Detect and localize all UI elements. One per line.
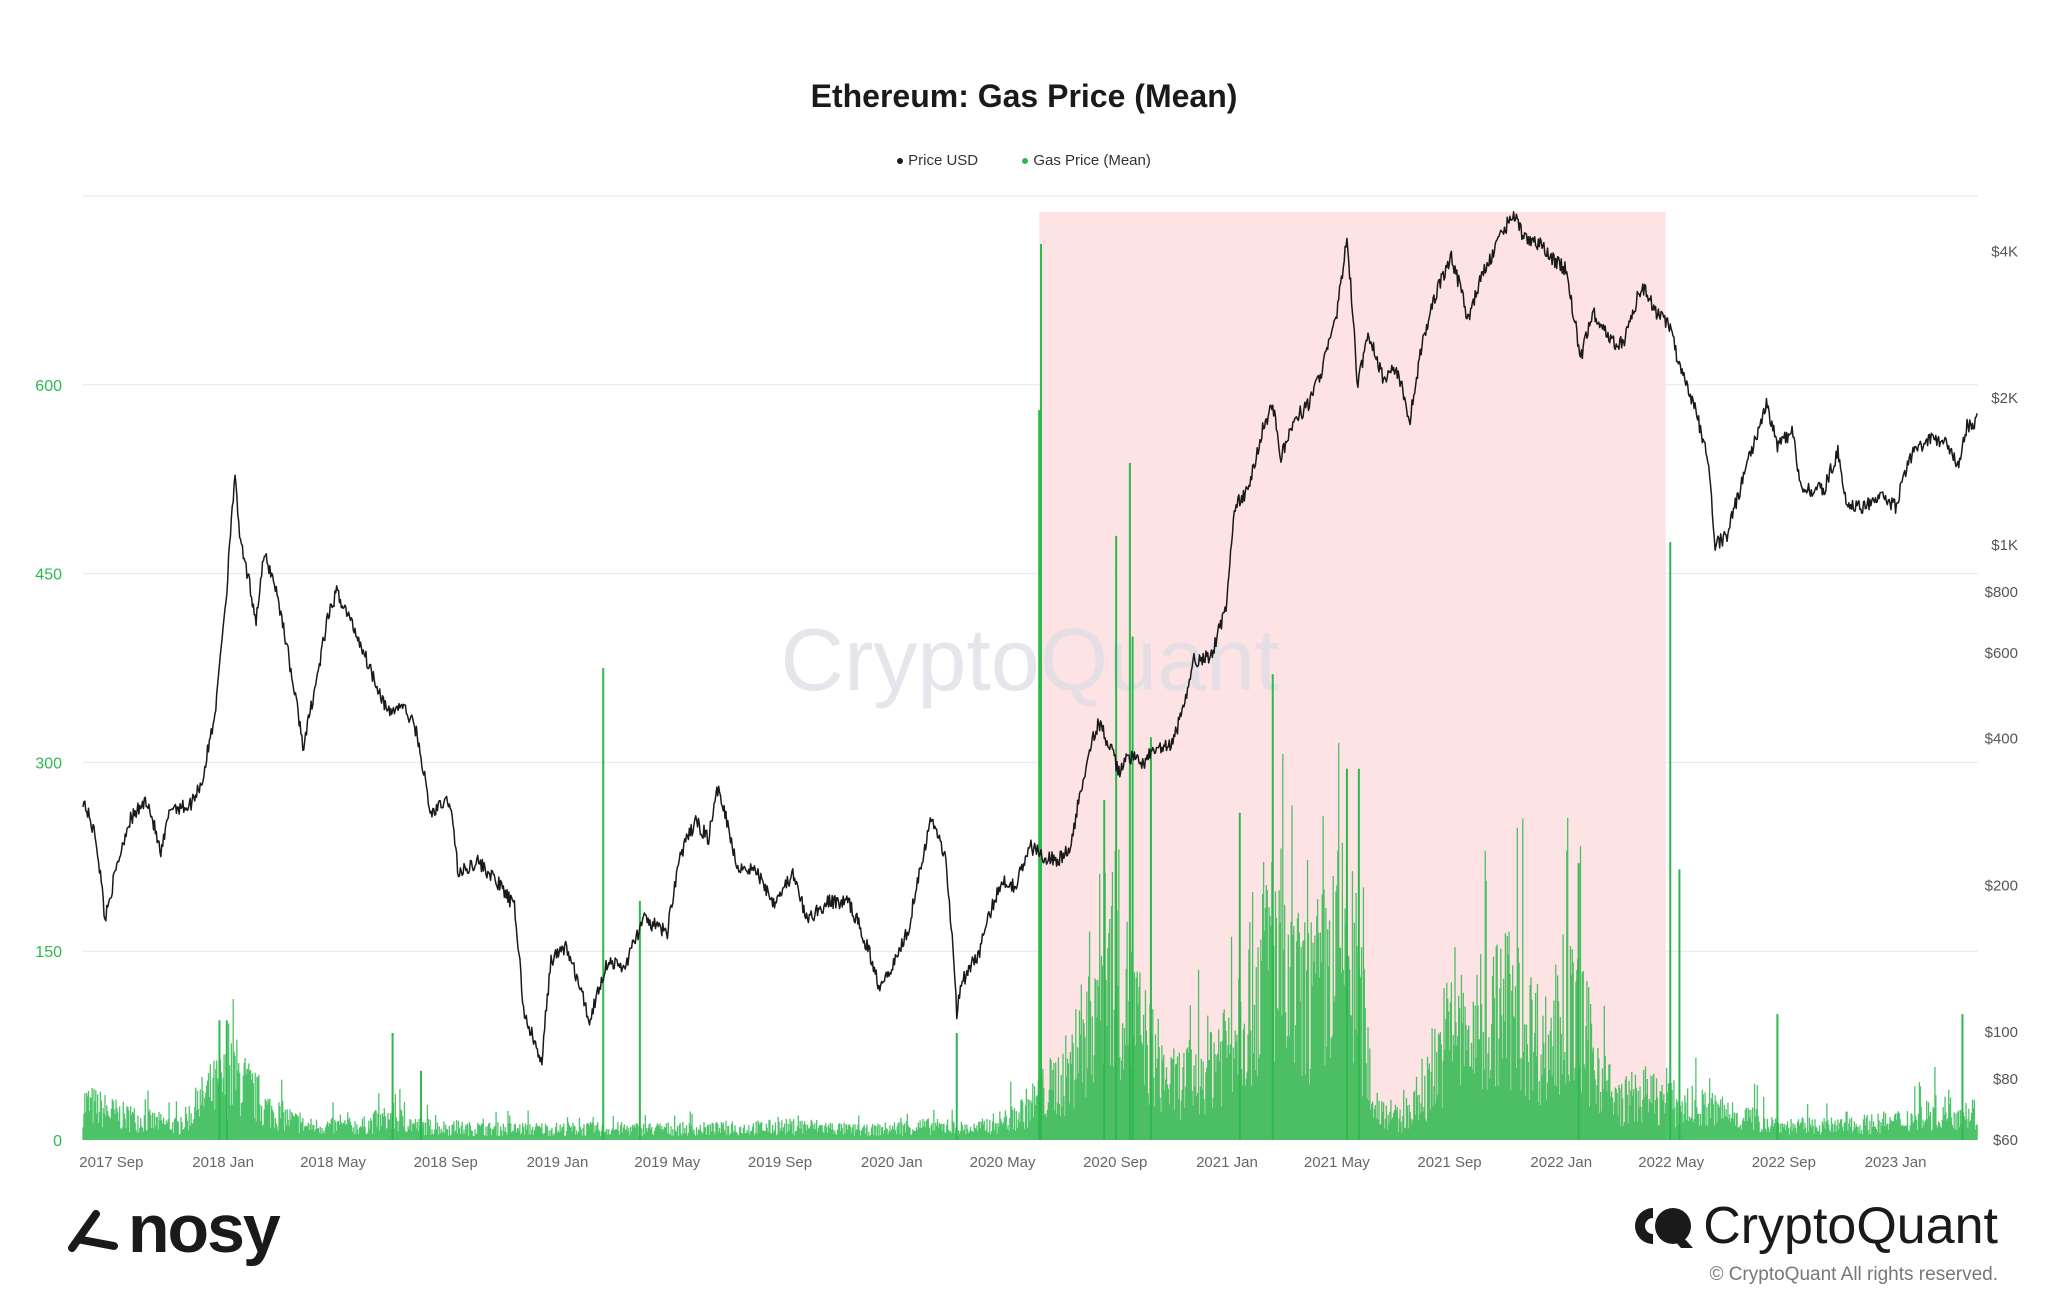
right-tick-label: $4K	[1991, 244, 2018, 261]
x-tick-label: 2023 Jan	[1865, 1154, 1927, 1171]
watermark-text: CryptoQuant	[781, 610, 1280, 709]
watermark-layer: CryptoQuant	[781, 610, 1280, 709]
left-tick-label: 600	[35, 378, 62, 395]
left-tick-label: 300	[35, 755, 62, 772]
x-tick-label: 2017 Sep	[79, 1154, 143, 1171]
nosy-logo: nosy	[68, 1191, 281, 1267]
x-tick-label: 2019 Jan	[527, 1154, 589, 1171]
left-tick-label: 150	[35, 944, 62, 961]
x-tick-label: 2020 Jan	[861, 1154, 923, 1171]
legend-item-price[interactable]: Price USD	[897, 152, 978, 169]
legend-dot-price	[897, 158, 904, 165]
price-usd-line	[82, 211, 1978, 1066]
right-tick-label: $400	[1985, 731, 2018, 748]
cryptoquant-logo: CryptoQuant	[1631, 1200, 1998, 1252]
right-tick-label: $60	[1993, 1132, 2018, 1149]
x-tick-label: 2018 Sep	[414, 1154, 478, 1171]
right-tick-label: $200	[1985, 877, 2018, 894]
right-tick-label: $2K	[1991, 390, 2018, 407]
x-tick-label: 2021 May	[1304, 1154, 1370, 1171]
cryptoquant-logo-text: CryptoQuant	[1703, 1197, 1998, 1255]
right-tick-label: $600	[1985, 645, 2018, 662]
gas-price-bars	[82, 742, 1978, 1140]
x-tick-label: 2022 Jan	[1530, 1154, 1592, 1171]
axis-labels-layer: 0 150 300 450 600 $60 $80 $100 $200 $400 $600 $800 $…	[35, 244, 2018, 1171]
right-tick-label: $800	[1985, 584, 2018, 601]
right-tick-label: $1K	[1991, 537, 2018, 554]
legend-label-price: Price USD	[908, 152, 979, 169]
price-series-layer	[82, 211, 1978, 1066]
x-tick-label: 2021 Jan	[1196, 1154, 1258, 1171]
legend: Price USD Gas Price (Mean)	[0, 152, 2048, 169]
left-tick-label: 0	[53, 1133, 62, 1150]
x-tick-label: 2019 Sep	[748, 1154, 812, 1171]
left-tick-label: 450	[35, 567, 62, 584]
chart-title: Ethereum: Gas Price (Mean)	[810, 78, 1238, 114]
x-tick-label: 2020 May	[970, 1154, 1036, 1171]
x-tick-label: 2019 May	[634, 1154, 700, 1171]
legend-item-gas[interactable]: Gas Price (Mean)	[1022, 152, 1151, 169]
x-tick-label: 2020 Sep	[1083, 1154, 1147, 1171]
nosy-logo-text: nosy	[128, 1191, 281, 1267]
copyright-text: © CryptoQuant All rights reserved.	[1709, 1264, 1998, 1285]
right-tick-label: $100	[1985, 1024, 2018, 1041]
x-tick-label: 2022 Sep	[1752, 1154, 1816, 1171]
cryptoquant-mark-icon	[1635, 1208, 1694, 1248]
legend-dot-gas	[1022, 158, 1029, 165]
gridlines	[83, 195, 1978, 952]
x-tick-label: 2022 May	[1638, 1154, 1704, 1171]
x-tick-label: 2021 Sep	[1417, 1154, 1481, 1171]
right-tick-label: $80	[1993, 1071, 2018, 1088]
x-tick-label: 2018 Jan	[192, 1154, 254, 1171]
gas-series-layer	[82, 243, 1978, 1140]
legend-label-gas: Gas Price (Mean)	[1033, 152, 1151, 169]
nosy-mark-icon	[68, 1210, 118, 1252]
x-tick-label: 2018 May	[300, 1154, 366, 1171]
